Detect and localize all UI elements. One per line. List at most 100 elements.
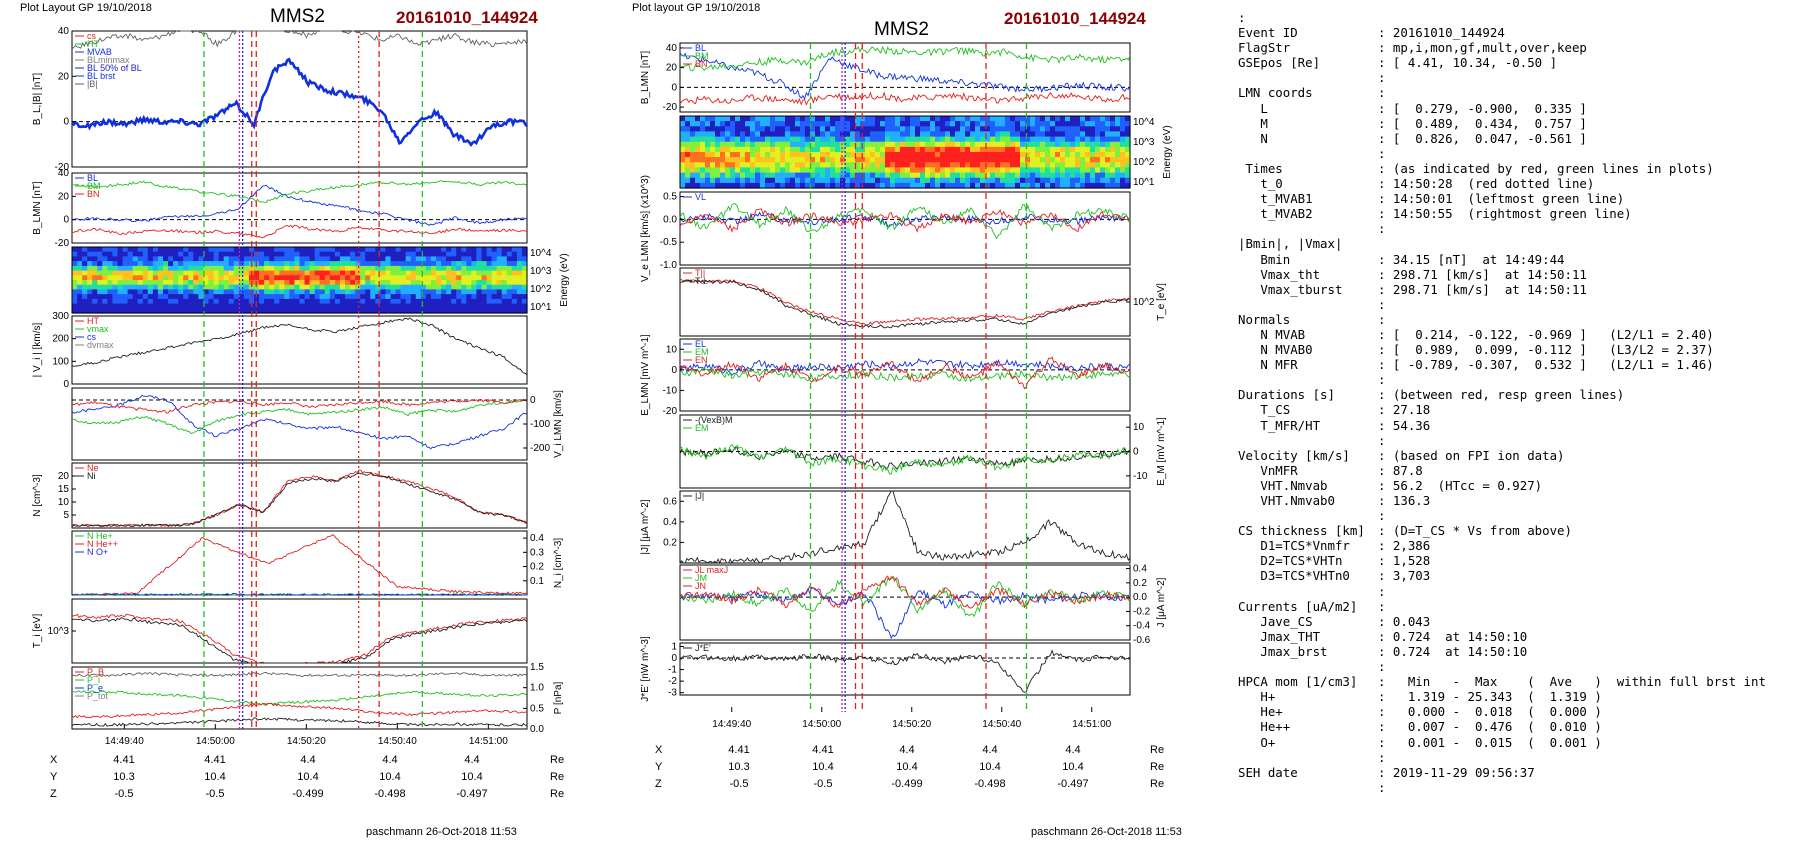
heatmap-cell — [985, 116, 991, 122]
heatmap-cell — [755, 136, 761, 143]
heatmap-cell — [690, 172, 696, 179]
heatmap-cell — [400, 251, 407, 257]
heatmap-cell — [390, 247, 397, 253]
heatmap-cell — [905, 167, 911, 174]
heatmap-cell — [77, 275, 83, 281]
y-tick-label: 10^3 — [48, 626, 70, 637]
heatmap-cell — [770, 157, 776, 163]
heatmap-cell — [198, 298, 205, 305]
orbit-value: -0.5 — [813, 778, 833, 790]
heatmap-cell — [975, 126, 981, 132]
heatmap-cell — [910, 152, 916, 158]
heatmap-cell — [430, 270, 437, 276]
heatmap-cell — [193, 247, 199, 253]
heatmap-cell — [700, 157, 706, 163]
heatmap-cell — [314, 247, 321, 253]
heatmap-cell — [127, 303, 134, 309]
heatmap-cell — [82, 298, 88, 305]
heatmap-cell — [1010, 126, 1016, 132]
heatmap-cell — [82, 261, 88, 267]
summary-value: : [ 0.214, -0.122, -0.969 ] (L2/L1 = 2.4… — [1378, 326, 1714, 342]
heatmap-cell — [157, 303, 164, 309]
y-tick-label: 1 — [671, 641, 677, 652]
heatmap-cell — [870, 146, 876, 153]
summary-key: He+ — [1238, 704, 1283, 720]
heatmap-cell — [294, 308, 301, 314]
heatmap-cell — [910, 162, 916, 168]
heatmap-cell — [950, 116, 956, 122]
legend-label: cs — [87, 332, 97, 342]
heatmap-cell — [284, 298, 290, 305]
y-tick-label: 20 — [666, 63, 678, 74]
heatmap-cell — [203, 289, 210, 295]
heatmap-cell — [900, 126, 906, 132]
heatmap-cell — [324, 308, 331, 314]
heatmap-cell — [506, 247, 513, 253]
summary-line: Vmax_tht: 298.71 [km/s] at 14:50:11 — [1238, 267, 1766, 282]
heatmap-cell — [695, 131, 701, 138]
heatmap-cell — [299, 280, 306, 286]
heatmap-cell — [745, 126, 751, 132]
heatmap-cell — [430, 303, 437, 309]
heatmap-cell — [289, 298, 296, 305]
heatmap-cell — [1095, 172, 1101, 179]
panel-left-7: 0.40.30.20.1 N_i [cm^-3]N He+N He++N O+ — [71, 530, 564, 596]
heatmap-cell — [228, 298, 235, 305]
heatmap-cell — [112, 265, 119, 272]
heatmap-cell — [446, 308, 452, 314]
heatmap-cell — [1005, 121, 1011, 127]
heatmap-cell — [370, 308, 376, 314]
heatmap-cell — [279, 298, 285, 305]
heatmap-cell — [870, 131, 876, 138]
summary-line: Velocity [km/s]: (based on FPI ion data) — [1238, 448, 1766, 463]
heatmap-cell — [471, 261, 478, 267]
heatmap-cell — [1065, 167, 1071, 174]
heatmap-cell — [516, 247, 523, 253]
heatmap-cell — [334, 289, 341, 295]
heatmap-cell — [1035, 121, 1041, 127]
heatmap-cell — [1105, 131, 1111, 138]
heatmap-cell — [770, 152, 776, 158]
heatmap-cell — [132, 256, 139, 262]
heatmap-cell — [1020, 177, 1026, 184]
heatmap-cell — [960, 167, 966, 174]
heatmap-cell — [173, 247, 179, 253]
heatmap-cell — [895, 162, 901, 168]
heatmap-cell — [1115, 172, 1121, 179]
heatmap-cell — [970, 126, 976, 132]
heatmap-cell — [122, 247, 129, 253]
heatmap-cell — [1040, 141, 1046, 148]
heatmap-cell — [835, 177, 841, 184]
heatmap-cell — [87, 303, 93, 309]
heatmap-cell — [476, 247, 483, 253]
heatmap-cell — [521, 256, 528, 262]
heatmap-cell — [915, 182, 921, 189]
series-line — [71, 592, 528, 596]
heatmap-cell — [1005, 162, 1011, 168]
heatmap-cell — [1115, 126, 1121, 132]
heatmap-cell — [790, 182, 796, 189]
heatmap-cell — [405, 298, 412, 305]
heatmap-cell — [390, 251, 397, 257]
heatmap-cell — [92, 247, 98, 253]
heatmap-cell — [471, 256, 478, 262]
heatmap-cell — [314, 261, 321, 267]
heatmap-cell — [920, 157, 926, 163]
heatmap-cell — [975, 167, 981, 174]
heatmap-cell — [835, 167, 841, 174]
heatmap-cell — [685, 182, 691, 189]
heatmap-cell — [410, 251, 417, 257]
heatmap-cell — [334, 275, 341, 281]
heatmap-cell — [875, 121, 881, 127]
heatmap-cell — [855, 146, 861, 153]
heatmap-cell — [1110, 152, 1116, 158]
heatmap-cell — [1040, 116, 1046, 122]
heatmap-cell — [400, 303, 407, 309]
time-tick-label: 14:50:20 — [892, 719, 931, 730]
heatmap-cell — [461, 256, 467, 262]
summary-line: D2=TCS*VHTn: 1,528 — [1238, 553, 1766, 568]
heatmap-cell — [840, 116, 846, 122]
heatmap-cell — [790, 126, 796, 132]
heatmap-cell — [1000, 136, 1006, 143]
heatmap-cell — [935, 116, 941, 122]
